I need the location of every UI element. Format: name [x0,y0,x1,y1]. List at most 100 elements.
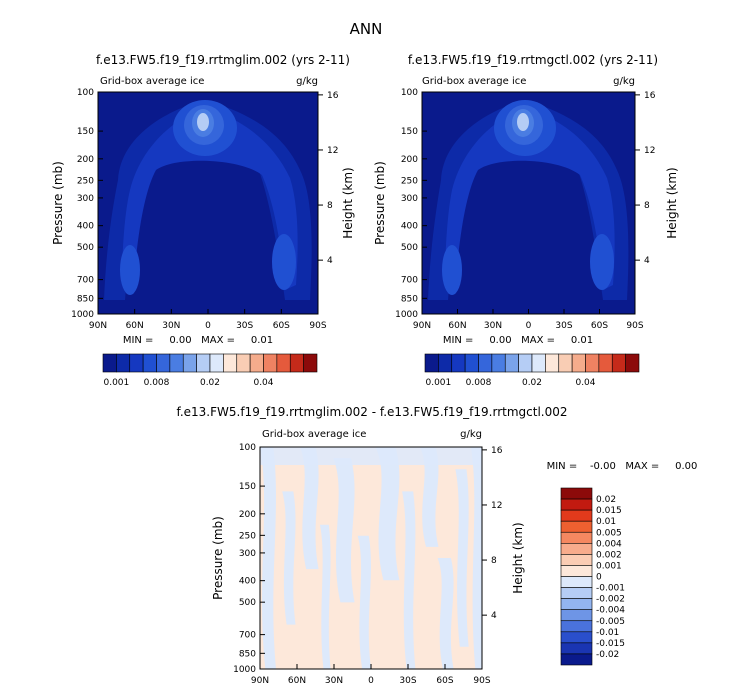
colorbar-swatch [560,520,593,533]
colorbar-label: -0.005 [596,617,625,627]
colorbar-swatch [438,353,453,373]
colorbar-swatch [223,353,238,373]
colorbar-label: 0.04 [575,378,595,388]
x-tick-label: 30S [555,321,572,331]
colorbar-swatch [236,353,251,373]
difference-stripe [319,524,331,669]
x-tick-label: 30N [325,676,343,686]
y-tick-label: 100 [401,88,418,98]
y-tick-label: 300 [77,194,94,204]
colorbar-swatch [545,353,560,373]
colorbar-label: 0.005 [596,528,622,538]
colorbar-label: 0.002 [596,550,622,560]
x-tick-label: 90S [473,676,490,686]
height-tick-label: 4 [327,256,333,266]
y-tick-label: 250 [239,531,256,541]
colorbar-swatch [116,353,131,373]
colorbar-swatch [560,609,593,622]
ice-field [98,92,318,314]
colorbar-label: -0.02 [596,650,619,660]
colorbar-swatch [303,353,318,373]
colorbar-swatch [504,353,519,373]
difference-stripe [470,447,482,669]
colorbar-swatch [560,587,593,599]
colorbar-label: 0.02 [522,378,542,388]
y-tick-label: 150 [239,482,256,492]
height-tick-label: 12 [491,501,502,511]
difference-stripe [455,469,469,647]
y-tick-label: 150 [401,127,418,137]
panel-title: f.e13.FW5.f19_f19.rrtmgctl.002 (yrs 2-11… [408,53,658,67]
x-tick-label: 90S [626,321,643,331]
y-tick-label: 1000 [71,310,94,320]
colorbar-label: -0.002 [596,595,625,605]
x-tick-label: 60S [436,676,453,686]
panel-bottom-diff: f.e13.FW5.f19_f19.rrtmglim.002 - f.e13.F… [176,405,697,686]
axis-ticks: 90N 60N 30N 0 30S 60S 90S 100 150 200 250 300 400 500… [373,88,679,346]
height-axis-label: Height (km) [511,522,525,593]
panel-top-left: f.e13.FW5.f19_f19.rrtmglim.002 (yrs 2-11… [51,53,355,346]
colorbar-swatch [518,353,533,373]
y-tick-label: 500 [77,243,94,253]
x-tick-label: 0 [526,321,532,331]
y-tick-label: 850 [239,649,256,659]
x-tick-label: 30N [484,321,502,331]
y-tick-label: 1000 [395,310,418,320]
y-tick-label: 200 [77,155,94,165]
difference-stripe [375,447,400,581]
x-tick-label: 90N [413,321,431,331]
colorbar-swatch [209,353,224,373]
colorbar-swatch [560,487,593,500]
colorbar-swatch [560,531,593,544]
colorbar-label: -0.004 [596,606,625,616]
y-tick-label: 700 [239,631,256,641]
y-tick-label: 400 [239,577,256,587]
y-tick-label: 150 [77,127,94,137]
y-axis-label: Pressure (mb) [211,516,225,600]
y-tick-label: 200 [239,510,256,520]
height-tick-label: 4 [491,611,497,621]
field-band-6 [517,113,529,131]
colorbar-label: -0.015 [596,639,625,649]
height-tick-label: 8 [644,201,650,211]
y-tick-label: 300 [401,194,418,204]
y-tick-label: 500 [401,243,418,253]
colorbar-label: 0.015 [596,506,622,516]
panel-title: f.e13.FW5.f19_f19.rrtmglim.002 - f.e13.F… [176,405,567,419]
y-tick-label: 250 [77,176,94,186]
colorbar-swatch [625,353,640,373]
colorbar-swatch [571,353,586,373]
colorbar-label: 0.001 [425,378,451,388]
y-tick-label: 250 [401,176,418,186]
height-axis-label: Height (km) [665,167,679,238]
field-band-left [120,245,140,295]
difference-stripe [437,558,454,669]
x-tick-label: 90S [309,321,326,331]
colorbar-swatch [560,565,593,577]
colorbar-swatch [560,554,593,566]
panel-subtitle-right: g/kg [460,429,482,440]
colorbar-swatch [276,353,291,373]
y-tick-label: 850 [77,294,94,304]
field-band-2 [122,108,298,290]
difference-stripe [419,447,439,547]
field-band-6 [197,113,209,131]
y-tick-label: 400 [77,222,94,232]
colorbar-swatch [560,620,593,633]
colorbar-label: 0.02 [596,495,616,505]
colorbar-top-left: 0.001 0.008 0.02 0.04 [102,353,318,388]
x-tick-label: 0 [205,321,211,331]
difference-stripe [357,535,371,669]
colorbar-swatch [102,353,117,373]
colorbar-swatch [156,353,171,373]
colorbar-label: -0.01 [596,628,619,638]
panel-top-right: f.e13.FW5.f19_f19.rrtmgctl.002 (yrs 2-11… [373,53,679,346]
colorbar-swatch [585,353,600,373]
min-max-stats: MIN = -0.00 MAX = 0.00 [547,461,698,472]
y-axis-label: Pressure (mb) [51,161,65,245]
colorbar-swatch [560,498,593,511]
colorbar-swatch [560,642,593,655]
height-tick-label: 16 [644,91,656,101]
colorbar-swatch [182,353,197,373]
